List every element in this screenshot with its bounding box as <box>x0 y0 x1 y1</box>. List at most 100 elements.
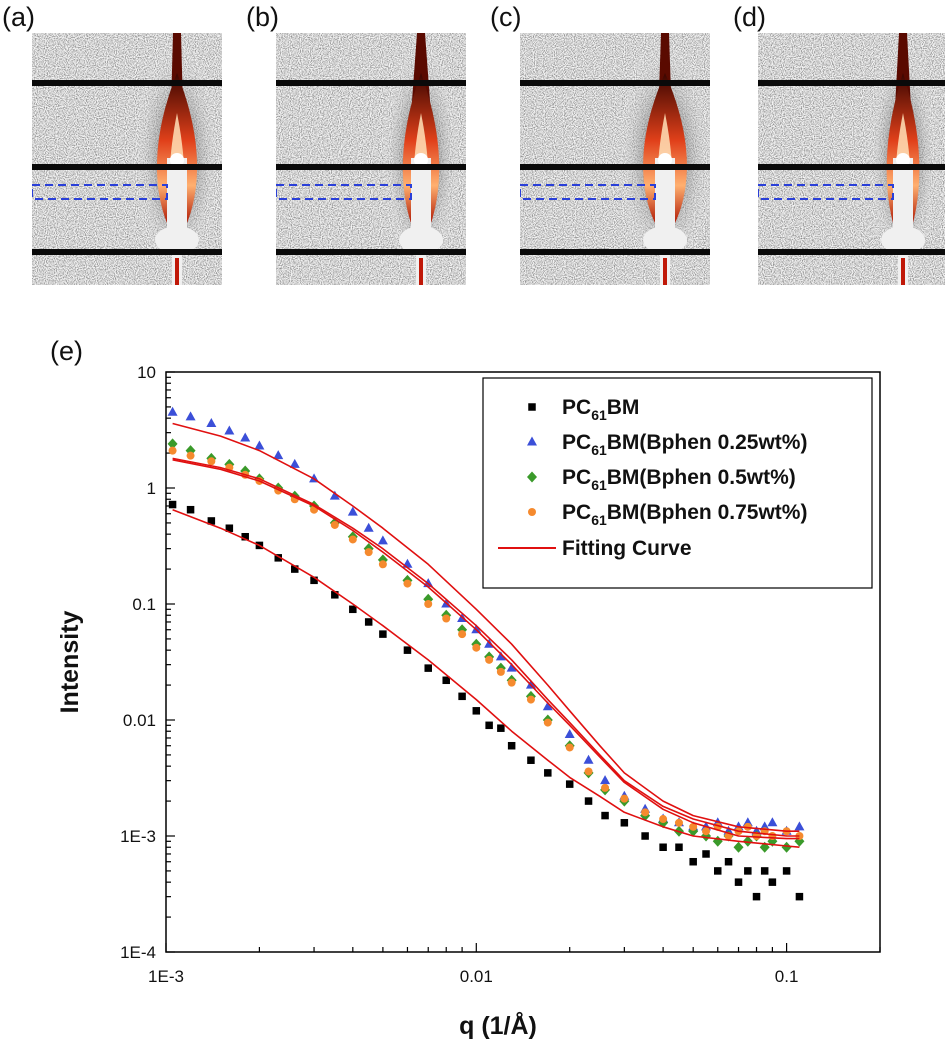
legend-label: PC61BM(Bphen 0.75wt%) <box>562 501 807 528</box>
data-point <box>403 579 412 588</box>
data-point <box>733 841 744 853</box>
data-point <box>224 425 235 435</box>
data-point <box>543 718 552 727</box>
data-point <box>377 535 388 545</box>
data-point <box>760 867 769 875</box>
legend-box <box>482 377 873 589</box>
data-point <box>620 819 629 827</box>
data-point <box>207 517 216 525</box>
data-point <box>507 678 516 687</box>
data-point <box>752 892 761 901</box>
data-point <box>526 695 535 704</box>
data-point <box>659 815 668 824</box>
data-point <box>689 822 698 831</box>
data-point <box>349 605 357 614</box>
data-point <box>495 651 506 661</box>
data-point <box>206 417 217 427</box>
data-point <box>795 892 804 901</box>
data-point <box>424 664 432 672</box>
y-tick-label: 1 <box>147 479 156 498</box>
data-point <box>207 457 216 466</box>
data-point <box>458 692 466 701</box>
data-point <box>565 743 574 752</box>
legend-marker <box>528 403 536 411</box>
data-point <box>168 446 177 455</box>
data-point <box>794 821 805 831</box>
fitting-curve-2 <box>172 457 800 837</box>
data-point <box>225 524 234 532</box>
data-point <box>744 867 752 875</box>
series-0-points <box>168 500 804 901</box>
scattering-pattern-c <box>520 33 710 285</box>
data-point <box>289 458 300 468</box>
data-point <box>363 522 374 532</box>
data-point <box>659 843 667 851</box>
data-point <box>600 775 611 785</box>
data-point <box>507 741 516 750</box>
data-point <box>458 630 467 639</box>
data-point <box>768 878 777 886</box>
data-point <box>702 827 711 836</box>
legend-label: PC61BM(Bphen 0.25wt%) <box>562 431 807 458</box>
data-point <box>364 548 373 557</box>
data-point <box>712 835 723 847</box>
data-point <box>781 841 792 853</box>
data-point <box>186 505 195 514</box>
data-point <box>377 554 388 566</box>
data-point <box>689 857 697 866</box>
data-point <box>620 794 629 803</box>
data-point <box>768 832 777 840</box>
plot-frame <box>165 371 881 953</box>
data-point <box>702 850 710 858</box>
panel-label-c: (c) <box>490 2 522 32</box>
data-point <box>379 630 387 638</box>
data-point <box>601 783 610 792</box>
data-point <box>641 808 650 817</box>
data-point <box>743 822 752 831</box>
y-tick-label: 0.01 <box>123 711 156 730</box>
data-point <box>734 878 743 886</box>
data-point <box>168 500 177 509</box>
x-tick-label: 1E-3 <box>148 967 184 986</box>
data-point <box>565 780 574 788</box>
y-tick-label: 0.1 <box>132 595 156 614</box>
y-axis-label: Intensity <box>56 611 84 714</box>
legend-label: PC61BM <box>562 396 639 423</box>
data-point <box>584 767 593 776</box>
data-point <box>330 520 339 529</box>
y-tick-label: 1E-3 <box>120 827 156 846</box>
legend-label: Fitting Curve <box>562 537 692 560</box>
data-point <box>378 560 387 569</box>
x-tick-label: 0.1 <box>775 967 799 986</box>
data-point <box>485 655 494 664</box>
data-point <box>485 721 493 730</box>
data-point <box>733 821 744 831</box>
data-point <box>724 857 733 866</box>
legend-marker <box>527 471 537 483</box>
data-point <box>767 817 778 827</box>
data-point <box>240 432 251 442</box>
x-tick-label: 0.01 <box>460 967 493 986</box>
fitting-curve-0 <box>172 508 800 848</box>
data-point <box>347 506 358 516</box>
data-point <box>742 835 753 847</box>
data-point <box>583 754 594 764</box>
scattering-pattern-b <box>276 33 466 285</box>
data-point <box>472 643 481 652</box>
data-point <box>544 769 552 777</box>
data-point <box>496 667 505 676</box>
fitting-curve-3 <box>172 459 800 840</box>
data-point <box>364 618 373 626</box>
series-1-points <box>167 406 805 835</box>
data-point <box>185 411 196 421</box>
data-point <box>291 565 299 573</box>
panel-label-a: (a) <box>2 2 35 32</box>
data-point <box>423 593 434 605</box>
data-point <box>782 867 791 875</box>
data-point <box>424 600 433 608</box>
data-point <box>167 406 178 416</box>
legend-marker <box>528 508 536 516</box>
data-point <box>348 535 357 544</box>
data-point <box>186 451 195 460</box>
data-point <box>274 554 282 562</box>
